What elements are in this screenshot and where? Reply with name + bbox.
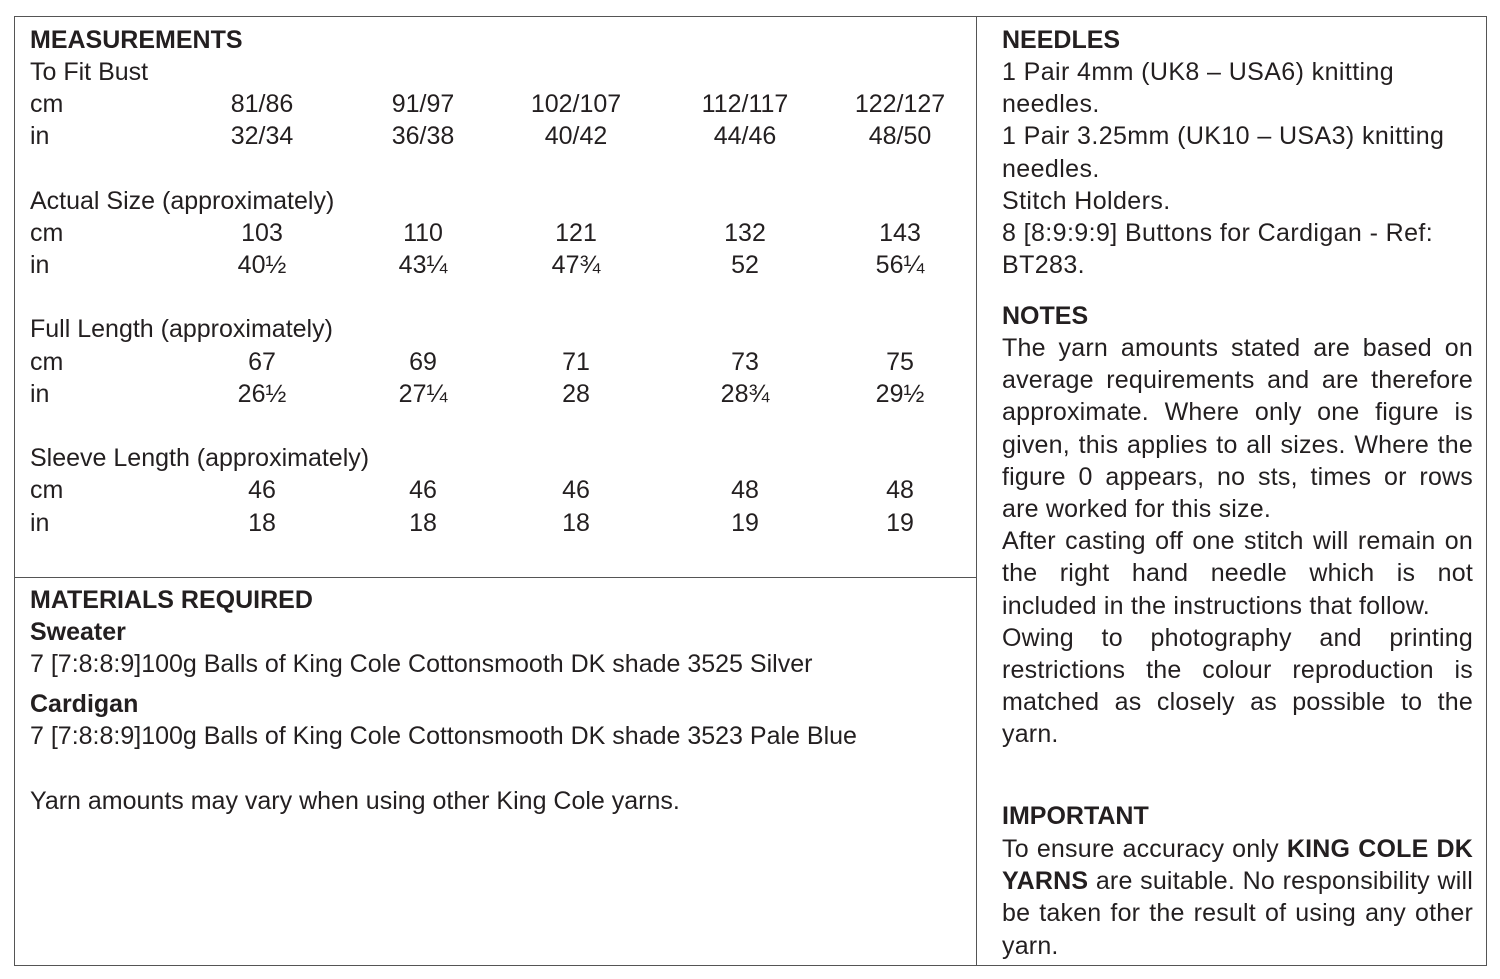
size-value: 71 bbox=[562, 347, 590, 376]
item-text: 7 [7:8:8:9]100g Balls of King Cole Cotto… bbox=[30, 722, 857, 750]
size-value: 46 bbox=[562, 476, 590, 505]
needle-line: Stitch Holders. bbox=[1002, 186, 1171, 215]
size-value: 44/46 bbox=[713, 122, 777, 151]
text: are suitable. No responsibility will be … bbox=[1002, 867, 1473, 960]
notes-text: The yarn amounts stated are based on ave… bbox=[1002, 332, 1473, 751]
size-value: 81/86 bbox=[230, 90, 294, 119]
size-value: 67 bbox=[248, 347, 276, 376]
section-title: IMPORTANT bbox=[1002, 802, 1149, 830]
paragraph: Owing to photography and printing restri… bbox=[1002, 623, 1473, 749]
size-value: 19 bbox=[731, 508, 759, 537]
column-divider bbox=[976, 16, 978, 966]
size-value: 46 bbox=[248, 476, 276, 505]
unit-label: cm bbox=[30, 347, 64, 376]
size-value: 28 bbox=[562, 379, 590, 408]
size-value: 103 bbox=[241, 218, 283, 247]
paragraph: After casting off one stitch will remain… bbox=[1002, 527, 1473, 620]
size-value: 52 bbox=[731, 251, 759, 280]
unit-label: in bbox=[30, 251, 50, 280]
section-title: NOTES bbox=[1002, 302, 1089, 330]
size-value: 27¼ bbox=[398, 379, 448, 408]
size-value: 91/97 bbox=[391, 90, 455, 119]
section-heading: Sleeve Length (approximately) bbox=[30, 444, 370, 473]
section-heading: To Fit Bust bbox=[30, 58, 149, 86]
unit-label: in bbox=[30, 122, 50, 151]
outer-border bbox=[14, 16, 1487, 966]
size-value: 18 bbox=[562, 508, 590, 537]
size-value: 121 bbox=[555, 218, 597, 247]
section-title: NEEDLES bbox=[1002, 26, 1121, 54]
size-value: 69 bbox=[409, 347, 437, 376]
size-value: 26½ bbox=[237, 379, 287, 408]
unit-label: cm bbox=[30, 476, 64, 505]
section-heading: Actual Size (approximately) bbox=[30, 186, 335, 215]
needle-line: 1 Pair 4mm (UK8 – USA6) knitting needles… bbox=[1002, 58, 1395, 119]
item-text: 7 [7:8:8:9]100g Balls of King Cole Cotto… bbox=[30, 650, 813, 678]
size-value: 48 bbox=[886, 476, 914, 505]
item-name: Cardigan bbox=[30, 690, 139, 718]
needle-line: 8 [8:9:9:9] Buttons for Cardigan - Ref: … bbox=[1002, 219, 1434, 280]
important-text: To ensure accuracy only KING COLE DK YAR… bbox=[1002, 833, 1473, 962]
needle-list: 1 Pair 4mm (UK8 – USA6) knitting needles… bbox=[1002, 56, 1473, 281]
size-value: 40½ bbox=[237, 251, 287, 280]
size-value: 132 bbox=[724, 218, 766, 247]
size-value: 48/50 bbox=[868, 122, 932, 151]
size-value: 110 bbox=[403, 218, 443, 247]
size-value: 47¾ bbox=[551, 251, 601, 280]
text: To ensure accuracy only bbox=[1002, 835, 1279, 863]
size-value: 28¾ bbox=[720, 379, 770, 408]
unit-label: cm bbox=[30, 90, 64, 119]
size-value: 43¼ bbox=[398, 251, 448, 280]
unit-label: in bbox=[30, 379, 50, 408]
unit-label: cm bbox=[30, 218, 64, 247]
size-value: 40/42 bbox=[544, 122, 608, 151]
size-value: 122/127 bbox=[854, 90, 946, 119]
size-value: 143 bbox=[879, 218, 921, 247]
section-title: MEASUREMENTS bbox=[30, 26, 243, 54]
size-value: 56¼ bbox=[875, 251, 925, 280]
size-value: 18 bbox=[409, 508, 437, 537]
size-value: 29½ bbox=[875, 379, 925, 408]
size-value: 75 bbox=[886, 347, 914, 376]
size-value: 36/38 bbox=[391, 122, 455, 151]
section-divider bbox=[14, 577, 977, 579]
section-title: MATERIALS REQUIRED bbox=[30, 586, 313, 614]
size-value: 19 bbox=[886, 508, 914, 537]
unit-label: in bbox=[30, 508, 50, 537]
paragraph: The yarn amounts stated are based on ave… bbox=[1002, 334, 1473, 524]
size-value: 18 bbox=[248, 508, 276, 537]
item-name: Sweater bbox=[30, 618, 126, 646]
size-value: 46 bbox=[409, 476, 437, 505]
size-value: 48 bbox=[731, 476, 759, 505]
section-heading: Full Length (approximately) bbox=[30, 315, 333, 344]
size-value: 102/107 bbox=[530, 90, 622, 119]
size-value: 73 bbox=[731, 347, 759, 376]
bold-text: KING COLE DK YARNS bbox=[1002, 835, 1473, 896]
size-value: 112/117 bbox=[701, 90, 789, 119]
needle-line: 1 Pair 3.25mm (UK10 – USA3) knitting nee… bbox=[1002, 122, 1445, 183]
note: Yarn amounts may vary when using other K… bbox=[30, 787, 680, 815]
size-value: 32/34 bbox=[230, 122, 294, 151]
